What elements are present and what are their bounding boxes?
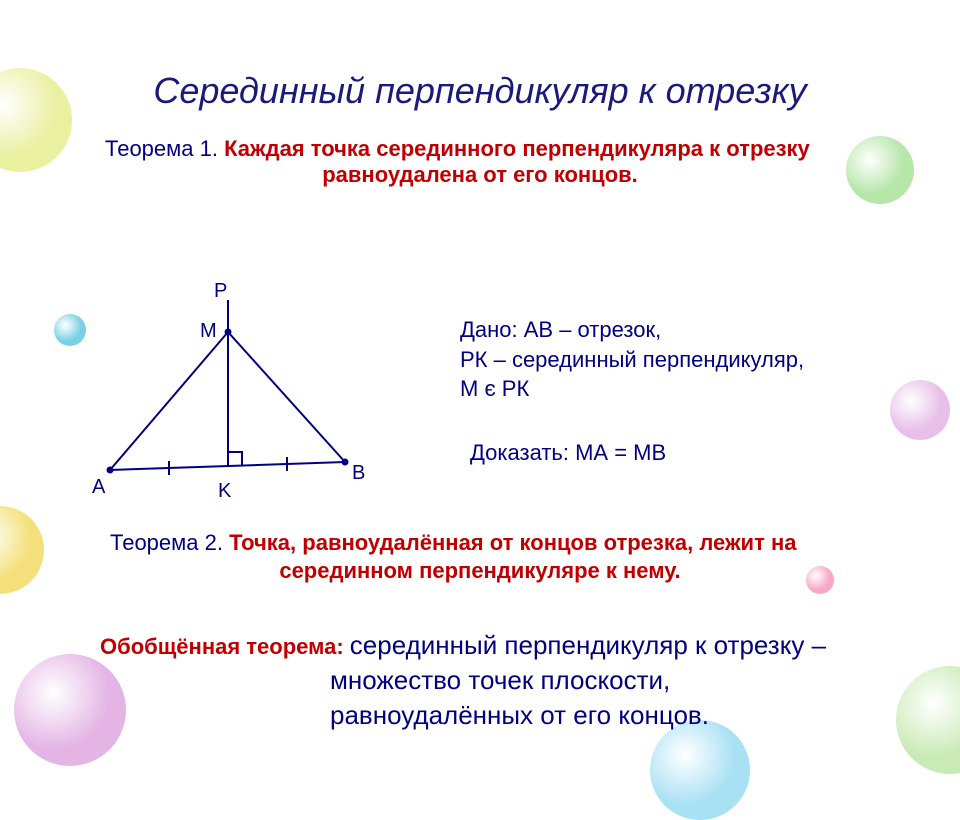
- point-label-B: B: [352, 462, 365, 485]
- summary-text2: множество точек плоскости,: [330, 665, 670, 695]
- summary-text1: серединный перпендикуляр к отрезку –: [350, 630, 826, 660]
- bg-circle: [890, 380, 950, 440]
- given-line2: РК – серединный перпендикуляр,: [460, 345, 804, 375]
- given-line3: М є РК: [460, 374, 804, 404]
- theorem-1: Теорема 1. Каждая точка серединного перп…: [105, 136, 960, 162]
- theorem2-text1: Точка, равноудалённая от концов отрезка,…: [229, 530, 796, 555]
- summary-label: Обобщённая теорема:: [100, 634, 350, 659]
- bg-circle: [650, 720, 750, 820]
- summary-block: Обобщённая теорема: серединный перпендик…: [100, 628, 826, 733]
- prove-block: Доказать: МА = МВ: [470, 440, 666, 466]
- prove-text: Доказать: МА = МВ: [470, 440, 666, 466]
- theorem1-label: Теорема 1.: [105, 136, 224, 161]
- point-label-K: K: [218, 480, 231, 503]
- theorem2-label: Теорема 2.: [110, 530, 229, 555]
- point-label-M: M: [200, 320, 217, 343]
- theorem1-text1: Каждая точка серединного перпендикуляра …: [224, 136, 810, 161]
- theorem-2: Теорема 2. Точка, равноудалённая от конц…: [110, 530, 797, 556]
- given-line1: Дано: АВ – отрезок,: [460, 315, 804, 345]
- given-block: Дано: АВ – отрезок, РК – серединный перп…: [460, 315, 804, 404]
- theorem1-text2: равноудалена от его концов.: [322, 162, 638, 187]
- theorem2-text2: серединном перпендикуляре к нему.: [279, 558, 680, 583]
- summary-text3: равноудалённых от его концов.: [330, 700, 709, 730]
- point-label-P: P: [214, 280, 227, 303]
- bg-circle: [54, 314, 86, 346]
- theorem-2-line2: серединном перпендикуляре к нему.: [0, 558, 960, 584]
- theorem-1-line2: равноудалена от его концов.: [0, 162, 960, 188]
- point-label-A: A: [92, 476, 105, 499]
- bg-circle: [896, 666, 960, 774]
- page-title: Серединный перпендикуляр к отрезку: [0, 70, 960, 112]
